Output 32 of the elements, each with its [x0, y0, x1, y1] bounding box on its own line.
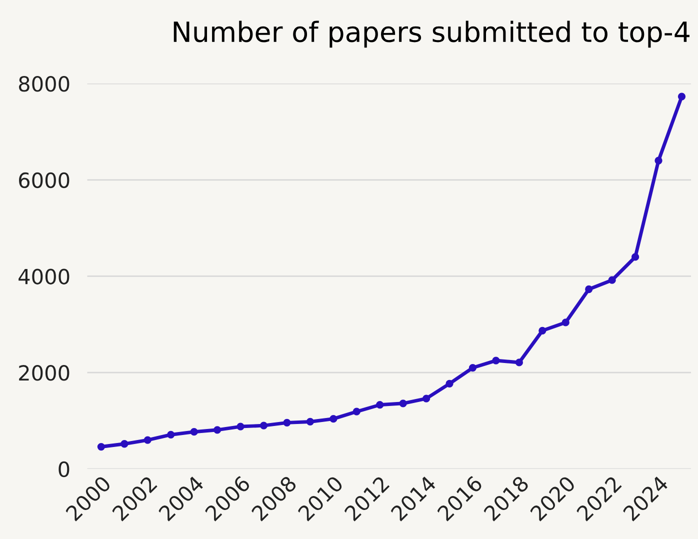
point [608, 276, 616, 284]
point [446, 380, 454, 388]
point [330, 415, 338, 423]
point [422, 394, 430, 402]
point [399, 400, 407, 408]
point [678, 92, 686, 100]
point [306, 418, 314, 426]
y-tick-label: 4000 [18, 268, 70, 284]
point [538, 326, 546, 334]
point [97, 442, 106, 451]
point [352, 408, 360, 416]
point [190, 428, 198, 436]
y-tick-label: 6000 [19, 172, 70, 188]
y-tick-label: 8000 [18, 76, 70, 92]
point [283, 418, 291, 427]
point [562, 318, 570, 326]
point [376, 401, 384, 409]
point [144, 436, 152, 444]
y-tick-label: 2000 [19, 365, 70, 381]
point [167, 430, 175, 439]
point [631, 253, 640, 261]
point [492, 356, 500, 364]
point [654, 156, 662, 164]
point [260, 422, 268, 430]
point [213, 426, 222, 434]
point [120, 440, 128, 448]
chart-title: Number of papers submitted to top-4 [174, 20, 690, 48]
point [236, 422, 244, 430]
point [468, 364, 477, 372]
point [515, 358, 523, 366]
point [585, 285, 593, 294]
y-tick-label: 0 [58, 461, 70, 478]
